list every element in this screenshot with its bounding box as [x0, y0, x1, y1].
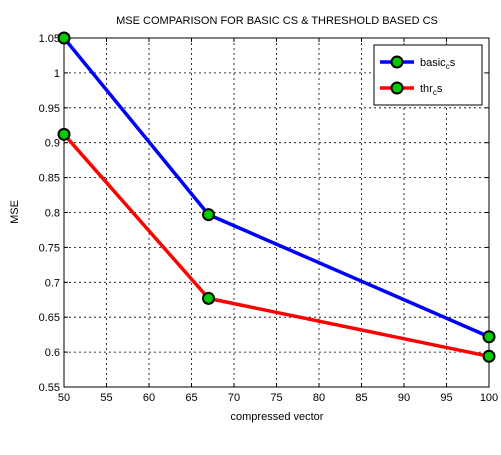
- x-tick-label: 85: [355, 392, 367, 404]
- x-tick-label: 70: [228, 392, 240, 404]
- y-tick-label: 1.05: [39, 33, 60, 45]
- series-thr-group: [57, 127, 496, 363]
- legend-box: [373, 44, 483, 106]
- legend-entry-basic: basiccs: [380, 55, 456, 71]
- y-tick-label: 1: [54, 68, 60, 80]
- plot-area-frame: [63, 37, 490, 388]
- x-axis-label: compressed vector: [231, 411, 324, 423]
- data-point-basic: [202, 208, 215, 222]
- x-tick-label: 90: [398, 392, 410, 404]
- y-tick-label: 0.65: [39, 312, 60, 324]
- y-tick-label: 0.6: [45, 347, 60, 359]
- y-tick-label: 0.9: [45, 138, 60, 150]
- legend-swatch-marker: [390, 55, 404, 69]
- y-axis-label: MSE: [9, 200, 21, 224]
- legend-entry-thr: thrcs: [380, 81, 443, 97]
- legend-label: thrcs: [420, 83, 443, 97]
- data-point-thr: [202, 291, 215, 305]
- y-tick-label: 0.7: [45, 277, 60, 289]
- x-tick-label: 60: [143, 392, 155, 404]
- axis-ticks: [63, 37, 490, 388]
- data-point-thr: [482, 349, 496, 363]
- x-tick-label: 95: [440, 392, 452, 404]
- y-tick-label: 0.8: [45, 208, 60, 220]
- x-tick-label: 55: [100, 392, 112, 404]
- data-point-thr: [57, 127, 71, 141]
- x-tick-labels: 50 55 60 65 70 75 80 85 90 95 100: [58, 392, 498, 404]
- y-tick-label: 0.55: [39, 382, 60, 394]
- series-layer: [57, 31, 496, 363]
- data-point-basic: [57, 31, 71, 45]
- y-tick-label: 0.75: [39, 242, 60, 254]
- legend-label: basiccs: [420, 57, 456, 71]
- legend-swatch-marker: [390, 81, 404, 95]
- x-tick-label: 65: [185, 392, 197, 404]
- series-basic-group: [57, 31, 496, 344]
- y-tick-label: 0.85: [39, 173, 60, 185]
- y-tick-label: 0.95: [39, 103, 60, 115]
- x-tick-label: 50: [58, 392, 70, 404]
- x-tick-label: 75: [270, 392, 282, 404]
- x-tick-label: 100: [480, 392, 498, 404]
- data-point-basic: [482, 330, 496, 344]
- y-tick-labels: 0.55 0.6 0.65 0.7 0.75 0.8 0.85 0.9 0.95 1 1.05: [39, 33, 60, 394]
- chart-title: MSE COMPARISON FOR BASIC CS & THRESHOLD …: [116, 15, 438, 27]
- legend: basiccs thrcs: [373, 44, 483, 106]
- x-tick-label: 80: [313, 392, 325, 404]
